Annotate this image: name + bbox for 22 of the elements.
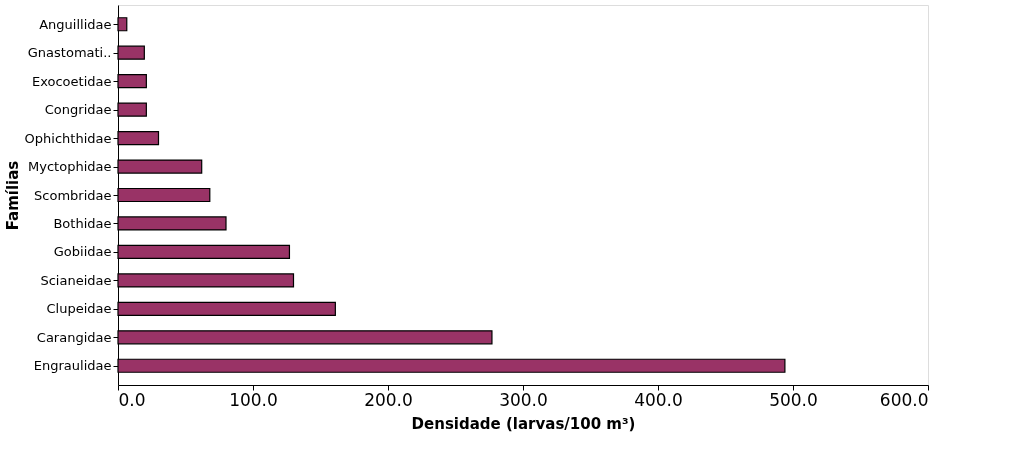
- x-tick-label: 500.0: [769, 389, 818, 410]
- x-tick-label: 0.0: [118, 389, 146, 410]
- y-tick-label: Gobiidae: [53, 244, 112, 260]
- y-tick-label: Scombridae: [34, 187, 112, 203]
- x-axis-title: Densidade (larvas/100 m³): [411, 414, 636, 433]
- y-tick-label: Ophichthidae: [24, 130, 112, 146]
- y-tick-label: Congridae: [44, 102, 112, 118]
- y-tick-label: Scianeidae: [40, 272, 112, 288]
- y-tick-label: Carangidae: [36, 329, 112, 345]
- x-tick-label: 200.0: [364, 389, 413, 410]
- x-tick-label: 100.0: [229, 389, 278, 410]
- x-tick-label: 400.0: [634, 389, 683, 410]
- x-tick-label: 300.0: [499, 389, 548, 410]
- y-tick-label: Anguillidae: [39, 16, 112, 32]
- x-tick-label: 600.0: [879, 389, 929, 410]
- y-tick-label: Gnastomati..: [27, 45, 112, 61]
- y-tick-label: Engraulidae: [33, 358, 112, 374]
- y-tick-label: Clupeidae: [46, 301, 112, 317]
- y-axis-title: Famílias: [3, 160, 22, 231]
- y-tick-label: Myctophidae: [28, 159, 112, 175]
- y-tick-label: Bothidae: [53, 215, 112, 231]
- y-tick-label: Exocoetidae: [32, 73, 112, 89]
